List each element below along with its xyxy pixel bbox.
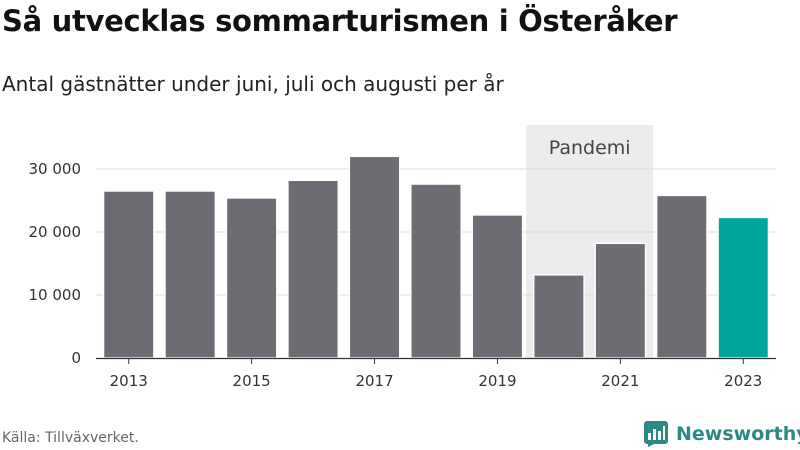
x-tick-label: 2023: [724, 372, 762, 390]
chart-subtitle: Antal gästnätter under juni, juli och au…: [2, 72, 504, 96]
x-tick-label: 2021: [601, 372, 639, 390]
bar-2022: [655, 194, 708, 359]
newsworthy-logo[interactable]: Newsworthy: [644, 420, 800, 448]
bar-2015: [225, 197, 278, 359]
x-tick-label: 2017: [355, 372, 393, 390]
bar-2021: [594, 242, 647, 359]
chart-title: Så utvecklas sommarturismen i Österåker: [2, 4, 678, 38]
x-tick-label: 2019: [478, 372, 516, 390]
source-note: Källa: Tillväxverket.: [2, 430, 139, 446]
bar-2013: [102, 190, 155, 359]
pandemic-band-label: Pandemi: [549, 137, 631, 159]
newsworthy-chart-bubble-icon: [644, 421, 668, 447]
y-tick-label: 0: [71, 349, 81, 367]
x-tick-label: 2013: [110, 372, 148, 390]
y-tick-label: 20 000: [29, 223, 82, 241]
y-tick-label: 30 000: [29, 160, 82, 178]
bar-2023: [717, 216, 770, 359]
bar-2017: [348, 155, 401, 359]
x-tick-label: 2015: [233, 372, 271, 390]
y-tick-label: 10 000: [29, 286, 82, 304]
bar-2018: [410, 183, 462, 359]
bar-2020: [532, 274, 585, 359]
bar-2016: [287, 179, 340, 359]
bar-2019: [471, 214, 524, 359]
logo-text: Newsworthy: [676, 423, 800, 445]
bar-2014: [164, 190, 217, 359]
bar-layer: [102, 155, 770, 359]
axis-layer: 0 10 000 20 000 30 000 2013 2015 2017 2019 2021 2…: [29, 160, 776, 390]
